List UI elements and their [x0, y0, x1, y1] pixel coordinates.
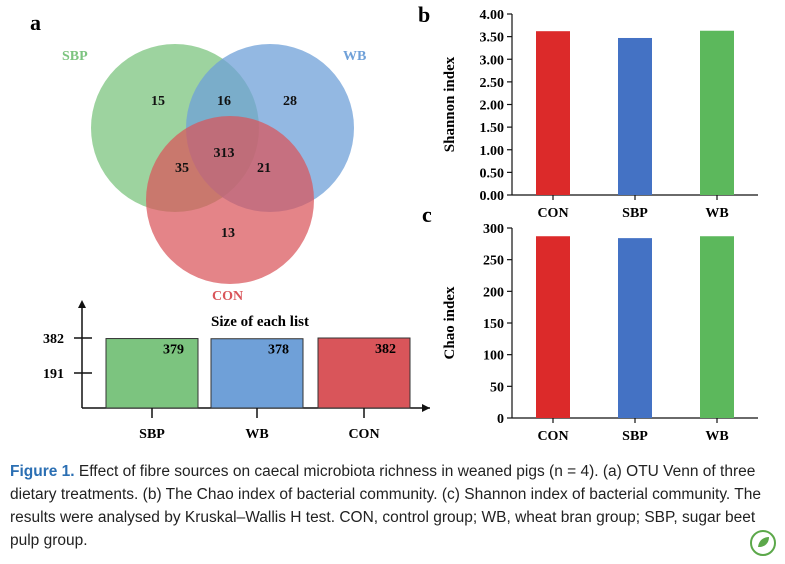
panel-label-c: c — [422, 202, 432, 227]
venn-set-label-con: CON — [212, 289, 243, 304]
chao-x-tick-label: WB — [705, 429, 728, 444]
list-x-tick-label: CON — [348, 427, 379, 442]
chao-y-tick-label: 50 — [490, 380, 504, 395]
shannon-y-tick-label: 2.00 — [480, 99, 505, 114]
figure: a SBP WB CON 15 16 28 313 35 21 13 Size … — [30, 2, 758, 444]
caption-label: Figure 1. — [10, 463, 75, 480]
shannon-x-tick-label: CON — [537, 206, 568, 221]
shannon-y-tick-label: 3.50 — [480, 31, 505, 46]
shannon-bar — [618, 37, 652, 195]
shannon-bar — [700, 30, 734, 196]
shannon-x-tick-label: WB — [705, 206, 728, 221]
figure-caption: Figure 1. Effect of fibre sources on cae… — [10, 460, 780, 552]
chao-y-tick-label: 250 — [483, 254, 504, 269]
shannon-y-tick-label: 3.00 — [480, 53, 505, 68]
list-x-tick-label: SBP — [139, 427, 165, 442]
caption-text: Effect of fibre sources on caecal microb… — [10, 463, 761, 549]
chao-x-tick-label: SBP — [622, 429, 648, 444]
list-bar — [210, 338, 304, 409]
venn-region-all: 313 — [214, 146, 235, 161]
venn-region-sbp-wb: 16 — [217, 94, 231, 109]
chao-bar — [618, 238, 652, 418]
shannon-y-tick-label: 2.50 — [480, 76, 505, 91]
venn-region-sbp-only: 15 — [151, 94, 165, 109]
list-bar — [105, 338, 199, 409]
venn-circle-con — [146, 116, 314, 284]
chao-y-tick-label: 150 — [483, 317, 504, 332]
list-x-arrow-icon — [422, 404, 430, 412]
chao-y-tick-label: 0 — [497, 412, 504, 427]
chao-y-tick-label: 300 — [483, 222, 504, 237]
shannon-y-label: Shannon index — [442, 56, 458, 152]
list-bar — [317, 337, 411, 409]
shannon-y-tick-label: 1.50 — [480, 121, 505, 136]
venn-set-label-wb: WB — [343, 49, 366, 64]
list-x-tick-label: WB — [245, 427, 268, 442]
chao-y-tick-label: 100 — [483, 349, 504, 364]
venn-diagram: SBP WB CON 15 16 28 313 35 21 13 — [62, 44, 366, 304]
panel-label-b: b — [418, 2, 430, 27]
leaf-logo-icon — [750, 530, 776, 556]
shannon-y-tick-label: 0.50 — [480, 166, 505, 181]
list-chart-title: Size of each list — [211, 314, 309, 330]
shannon-y-tick-label: 0.00 — [480, 189, 505, 204]
chao-bar — [700, 236, 734, 418]
venn-region-con-only: 13 — [221, 226, 235, 241]
list-y-tick-label: 382 — [43, 332, 64, 347]
venn-region-wb-con: 21 — [257, 161, 271, 176]
chao-bar — [536, 236, 570, 418]
venn-region-wb-only: 28 — [283, 94, 297, 109]
panel-label-a: a — [30, 10, 41, 35]
shannon-x-tick-label: SBP — [622, 206, 648, 221]
shannon-y-tick-label: 4.00 — [480, 8, 505, 23]
chao-y-tick-label: 200 — [483, 285, 504, 300]
venn-region-sbp-con: 35 — [175, 161, 189, 176]
chao-x-tick-label: CON — [537, 429, 568, 444]
list-bar-value: 382 — [375, 342, 396, 357]
chao-chart: 0 50 100 150 200 250 300 CON SBP WB Chao index — [442, 222, 758, 444]
list-bar-value: 379 — [163, 343, 184, 358]
venn-set-label-sbp: SBP — [62, 49, 88, 64]
list-y-arrow-icon — [78, 300, 86, 308]
shannon-bar — [536, 31, 570, 195]
list-bar-value: 378 — [268, 343, 289, 358]
shannon-y-tick-label: 1.00 — [480, 144, 505, 159]
shannon-chart: 0.00 0.50 1.00 1.50 2.00 2.50 3.00 3.50 4.00 CON S… — [442, 8, 758, 221]
chao-y-label: Chao index — [442, 286, 458, 359]
list-y-tick-label: 191 — [43, 367, 64, 382]
list-size-chart: Size of each list 191 382 379 SBP 378 WB 382 CO… — [43, 300, 430, 442]
